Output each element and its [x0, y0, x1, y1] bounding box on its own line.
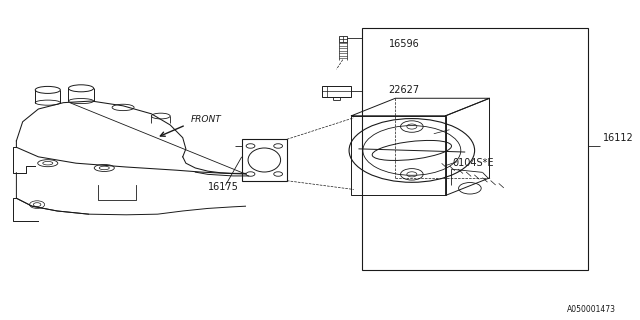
Text: 16175: 16175: [208, 182, 239, 192]
Bar: [362, 28, 588, 270]
Bar: [242, 139, 287, 181]
Text: 16112: 16112: [604, 133, 634, 143]
Bar: [339, 36, 347, 42]
Text: 22627: 22627: [388, 85, 420, 95]
Bar: [323, 86, 351, 97]
Text: 0104S*E: 0104S*E: [452, 158, 494, 168]
Text: FRONT: FRONT: [191, 115, 221, 124]
Text: A050001473: A050001473: [567, 305, 616, 314]
Text: 16596: 16596: [388, 39, 419, 49]
Bar: [351, 116, 445, 196]
